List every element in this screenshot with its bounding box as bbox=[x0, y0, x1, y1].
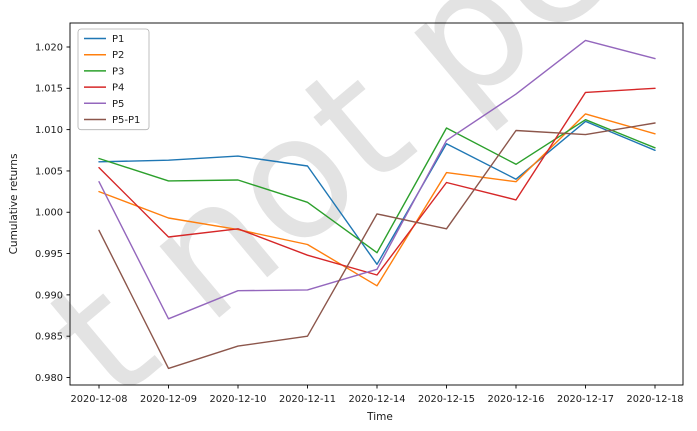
series-line-P4 bbox=[98, 87, 656, 276]
series-line-P1 bbox=[98, 120, 656, 265]
legend-label-P5: P5 bbox=[112, 99, 124, 110]
x-tick-label: 2020-12-10 bbox=[210, 394, 267, 405]
y-tick-label: 0.980 bbox=[35, 373, 63, 384]
legend-label-P3: P3 bbox=[112, 66, 124, 77]
y-tick-label: 1.005 bbox=[35, 166, 63, 177]
plot-area bbox=[98, 39, 656, 370]
series-line-P2 bbox=[98, 113, 656, 287]
axes-frame bbox=[69, 22, 684, 386]
y-tick-label: 1.010 bbox=[35, 125, 63, 136]
x-axis-title: Time bbox=[366, 411, 393, 423]
legend-label-P4: P4 bbox=[112, 83, 124, 94]
series-line-P3 bbox=[98, 118, 656, 254]
x-tick-label: 2020-12-16 bbox=[488, 394, 545, 405]
x-tick-label: 2020-12-15 bbox=[418, 394, 475, 405]
y-tick-label: 1.020 bbox=[35, 42, 63, 53]
x-tick-label: 2020-12-14 bbox=[349, 394, 406, 405]
y-axis: 0.980 0.985 0.990 0.995 1.000 1.005 1.010 1.015… bbox=[35, 42, 70, 384]
y-tick-label: 0.995 bbox=[35, 249, 63, 260]
legend-label-P1: P1 bbox=[112, 34, 124, 45]
x-tick-label: 2020-12-17 bbox=[557, 394, 614, 405]
y-tick-label: 0.990 bbox=[35, 290, 63, 301]
x-tick-label: 2020-12-08 bbox=[71, 394, 128, 405]
x-tick-label: 2020-12-11 bbox=[279, 394, 336, 405]
x-tick-label: 2020-12-18 bbox=[627, 394, 684, 405]
y-tick-label: 1.015 bbox=[35, 84, 63, 95]
y-axis-title: Cumulative returns bbox=[8, 154, 20, 255]
y-tick-label: 0.985 bbox=[35, 332, 63, 343]
series-line-P5 bbox=[98, 39, 656, 320]
legend-label-P5-P1: P5-P1 bbox=[112, 115, 140, 126]
series-line-P5-P1 bbox=[98, 122, 656, 370]
y-tick-label: 1.000 bbox=[35, 208, 63, 219]
x-axis: 2020-12-08 2020-12-09 2020-12-10 2020-12-11… bbox=[71, 385, 684, 405]
legend-label-P2: P2 bbox=[112, 50, 124, 61]
x-tick-label: 2020-12-09 bbox=[140, 394, 197, 405]
legend: P1 P2 P3 P4 P5 P5-P1 bbox=[77, 28, 150, 131]
